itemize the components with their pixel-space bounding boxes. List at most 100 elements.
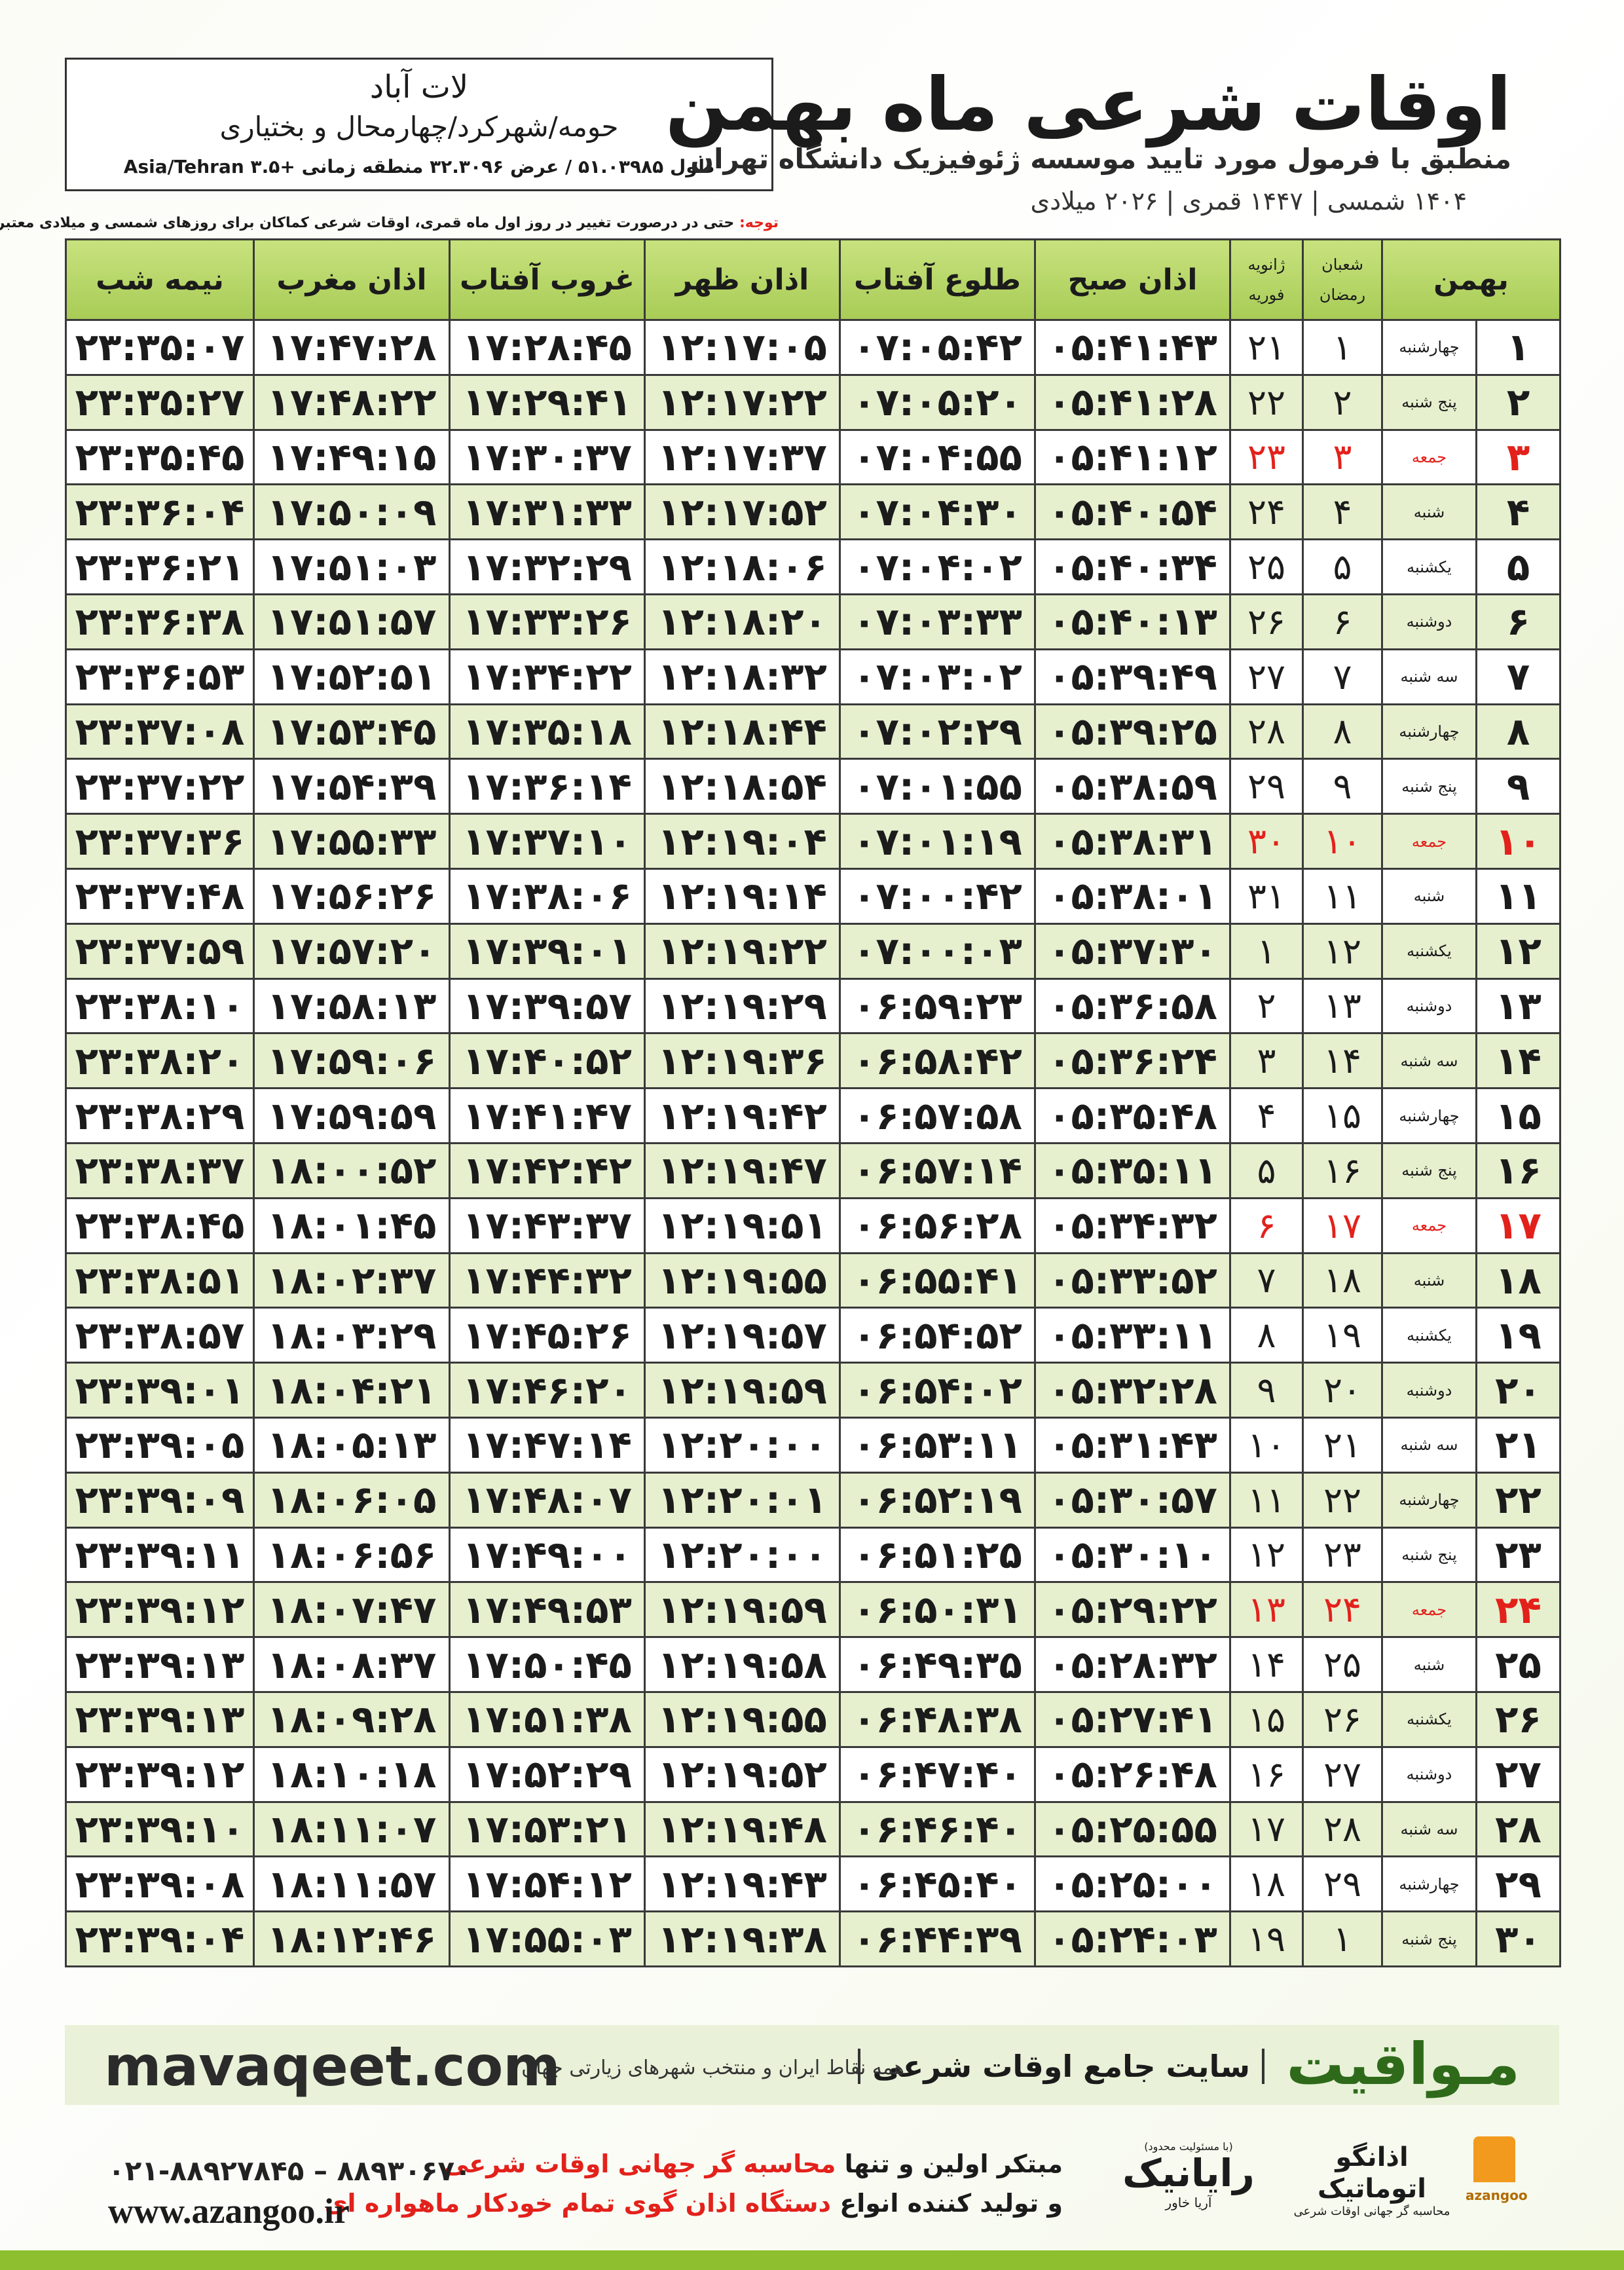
maghrib: ۱۸:۰۵:۱۳ bbox=[253, 1416, 451, 1474]
gregorian-day: ۳۰ bbox=[1229, 813, 1304, 870]
sunset: ۱۷:۴۶:۲۰ bbox=[449, 1362, 646, 1419]
dhuhr: ۱۲:۱۹:۱۴ bbox=[644, 867, 841, 925]
table-row: ۴ شنبه ۴ ۲۴ ۰۵:۴۰:۵۴ ۰۷:۰۴:۳۰ ۱۲:۱۷:۵۲ ۱۷:۳۱:۳۳… bbox=[65, 483, 1562, 541]
table-row: ۲۲ چهارشنبه ۲۲ ۱۱ ۰۵:۳۰:۵۷ ۰۶:۵۲:۱۹ ۱۲:۲۰:۰۱ ۱۷… bbox=[65, 1471, 1562, 1529]
fajr: ۰۵:۴۰:۱۳ bbox=[1034, 593, 1231, 650]
note-text: حتی در درصورت تغییر در روز اول ماه قمری،… bbox=[0, 215, 735, 231]
weekday: شنبه bbox=[1380, 483, 1478, 541]
table-row: ۲۸ سه شنبه ۲۸ ۱۷ ۰۵:۲۵:۵۵ ۰۶:۴۶:۴۰ ۱۲:۱۹:۴۸ ۱۷:… bbox=[65, 1800, 1562, 1858]
column-header: اذان صبح bbox=[1034, 238, 1231, 321]
sunrise: ۰۶:۵۷:۵۸ bbox=[839, 1087, 1036, 1144]
weekday: پنج شنبه bbox=[1380, 1526, 1478, 1584]
phone: ۰۲۱-۸۸۹۲۷۸۴۵ – ۸۸۹۳۰۶۷۰ bbox=[108, 2155, 471, 2187]
gregorian-day: ۹ bbox=[1229, 1362, 1304, 1419]
weekday: یکشنبه bbox=[1380, 922, 1478, 980]
weekday: پنج شنبه bbox=[1380, 1142, 1478, 1199]
logo-azangoo: اذانگو اتوماتیک محاسبه گر جهانی اوقات شر… bbox=[1277, 2142, 1467, 2218]
sunrise: ۰۶:۴۷:۴۰ bbox=[839, 1745, 1036, 1803]
maghrib: ۱۷:۵۱:۰۳ bbox=[253, 538, 451, 595]
table-row: ۲۵ شنبه ۲۵ ۱۴ ۰۵:۲۸:۳۲ ۰۶:۴۹:۳۵ ۱۲:۱۹:۵۸ ۱۷:۵۰:… bbox=[65, 1636, 1562, 1693]
dhuhr: ۱۲:۱۹:۴۷ bbox=[644, 1142, 841, 1199]
table-row: ۱۲ یکشنبه ۱۲ ۱ ۰۵:۳۷:۳۰ ۰۷:۰۰:۰۳ ۱۲:۱۹:۲۲ ۱۷:۳۹… bbox=[65, 922, 1562, 980]
day: ۵ bbox=[1475, 538, 1562, 595]
weekday: دوشنبه bbox=[1380, 1362, 1478, 1419]
midnight: ۲۳:۳۹:۰۴ bbox=[65, 1910, 255, 1967]
weekday: پنج شنبه bbox=[1380, 1910, 1478, 1967]
midnight: ۲۳:۳۹:۰۹ bbox=[65, 1471, 255, 1529]
sunrise: ۰۶:۵۸:۴۲ bbox=[839, 1032, 1036, 1090]
day: ۱۵ bbox=[1475, 1087, 1562, 1144]
sunrise: ۰۶:۵۳:۱۱ bbox=[839, 1416, 1036, 1474]
dhuhr: ۱۲:۱۹:۲۹ bbox=[644, 977, 841, 1035]
fajr: ۰۵:۳۸:۳۱ bbox=[1034, 813, 1231, 870]
location-region: حومه/شهرکرد/چهارمحال و بختیاری bbox=[219, 111, 619, 143]
table-row: ۲ پنج شنبه ۲ ۲۲ ۰۵:۴۱:۲۸ ۰۷:۰۵:۲۰ ۱۲:۱۷:۲۲ ۱۷:۲… bbox=[65, 373, 1562, 431]
midnight: ۲۳:۳۷:۲۲ bbox=[65, 758, 255, 815]
maghrib: ۱۷:۴۷:۲۸ bbox=[253, 319, 451, 376]
table-row: ۲۰ دوشنبه ۲۰ ۹ ۰۵:۳۲:۲۸ ۰۶:۵۴:۰۲ ۱۲:۱۹:۵۹ ۱۷:۴۶… bbox=[65, 1362, 1562, 1419]
sunset: ۱۷:۴۹:۰۰ bbox=[449, 1526, 646, 1584]
bottom-bar bbox=[0, 2250, 1624, 2270]
sunrise: ۰۷:۰۴:۵۵ bbox=[839, 428, 1036, 486]
dhuhr: ۱۲:۱۹:۵۲ bbox=[644, 1745, 841, 1803]
table-row: ۷ سه شنبه ۷ ۲۷ ۰۵:۳۹:۴۹ ۰۷:۰۳:۰۲ ۱۲:۱۸:۳۲ ۱۷:۳۴… bbox=[65, 648, 1562, 705]
maghrib: ۱۸:۰۳:۲۹ bbox=[253, 1307, 451, 1364]
gregorian-day: ۲ bbox=[1229, 977, 1304, 1035]
midnight: ۲۳:۳۶:۵۳ bbox=[65, 648, 255, 705]
midnight: ۲۳:۳۶:۳۸ bbox=[65, 593, 255, 650]
table-body: ۱ چهارشنبه ۱ ۲۱ ۰۵:۴۱:۴۳ ۰۷:۰۵:۴۲ ۱۲:۱۷:۰۵ ۱۷:۲… bbox=[65, 319, 1562, 1967]
fajr: ۰۵:۲۷:۴۱ bbox=[1034, 1690, 1231, 1748]
dhuhr: ۱۲:۱۹:۴۲ bbox=[644, 1087, 841, 1144]
hijri-day: ۱۹ bbox=[1302, 1307, 1383, 1364]
sunset: ۱۷:۳۰:۳۷ bbox=[449, 428, 646, 486]
column-header: ژانویه فوریه bbox=[1229, 238, 1304, 321]
fajr: ۰۵:۳۲:۲۸ bbox=[1034, 1362, 1231, 1419]
dhuhr: ۱۲:۱۹:۴۳ bbox=[644, 1855, 841, 1913]
hijri-day: ۴ bbox=[1302, 483, 1383, 541]
sunset: ۱۷:۴۱:۴۷ bbox=[449, 1087, 646, 1144]
table-row: ۱۳ دوشنبه ۱۳ ۲ ۰۵:۳۶:۵۸ ۰۶:۵۹:۲۳ ۱۲:۱۹:۲۹ ۱۷:۳۹… bbox=[65, 977, 1562, 1035]
day: ۱۷ bbox=[1475, 1197, 1562, 1254]
hijri-day: ۲۴ bbox=[1302, 1581, 1383, 1639]
sunrise: ۰۷:۰۲:۲۹ bbox=[839, 703, 1036, 760]
weekday: سه شنبه bbox=[1380, 1800, 1478, 1858]
logo-rayanik: (با مسئولیت محدود) رایانیک آریا خاور bbox=[1113, 2140, 1264, 2210]
midnight: ۲۳:۳۸:۱۰ bbox=[65, 977, 255, 1035]
dhuhr: ۱۲:۲۰:۰۰ bbox=[644, 1526, 841, 1584]
table-row: ۲۹ چهارشنبه ۲۹ ۱۸ ۰۵:۲۵:۰۰ ۰۶:۴۵:۴۰ ۱۲:۱۹:۴۳ ۱۷… bbox=[65, 1855, 1562, 1913]
sunrise: ۰۶:۵۶:۲۸ bbox=[839, 1197, 1036, 1254]
maghrib: ۱۸:۰۷:۴۷ bbox=[253, 1581, 451, 1639]
maghrib: ۱۸:۰۰:۵۲ bbox=[253, 1142, 451, 1199]
day: ۱۴ bbox=[1475, 1032, 1562, 1090]
day: ۲۲ bbox=[1475, 1471, 1562, 1529]
gregorian-day: ۲۶ bbox=[1229, 593, 1304, 650]
midnight: ۲۳:۳۸:۳۷ bbox=[65, 1142, 255, 1199]
dhuhr: ۱۲:۱۹:۳۶ bbox=[644, 1032, 841, 1090]
sunset: ۱۷:۴۰:۵۲ bbox=[449, 1032, 646, 1090]
maghrib: ۱۸:۰۱:۴۵ bbox=[253, 1197, 451, 1254]
gregorian-day: ۲۸ bbox=[1229, 703, 1304, 760]
logo-latin: azangoo bbox=[1466, 2187, 1528, 2203]
gregorian-day: ۷ bbox=[1229, 1252, 1304, 1309]
midnight: ۲۳:۳۹:۱۳ bbox=[65, 1636, 255, 1693]
note-label: توجه: bbox=[739, 215, 779, 231]
sunrise: ۰۷:۰۰:۴۲ bbox=[839, 867, 1036, 925]
maghrib: ۱۸:۱۰:۱۸ bbox=[253, 1745, 451, 1803]
day: ۱۲ bbox=[1475, 922, 1562, 980]
website: www.azangoo.ir bbox=[108, 2191, 350, 2231]
day: ۲۱ bbox=[1475, 1416, 1562, 1474]
maghrib: ۱۷:۵۶:۲۶ bbox=[253, 867, 451, 925]
hijri-day: ۳ bbox=[1302, 428, 1383, 486]
location-name: لات آباد bbox=[369, 69, 469, 105]
gregorian-day: ۱۹ bbox=[1229, 1910, 1304, 1967]
gregorian-day: ۵ bbox=[1229, 1142, 1304, 1199]
subtag: همه نقاط ایران و منتخب شهرهای زیارتی جها… bbox=[521, 2056, 904, 2079]
table-row: ۱۵ چهارشنبه ۱۵ ۴ ۰۵:۳۵:۴۸ ۰۶:۵۷:۵۸ ۱۲:۱۹:۴۲ ۱۷:… bbox=[65, 1087, 1562, 1144]
hijri-day: ۱ bbox=[1302, 319, 1383, 376]
sunset: ۱۷:۴۲:۴۲ bbox=[449, 1142, 646, 1199]
midnight: ۲۳:۳۹:۱۳ bbox=[65, 1690, 255, 1748]
day: ۱۰ bbox=[1475, 813, 1562, 870]
sunset: ۱۷:۵۳:۲۱ bbox=[449, 1800, 646, 1858]
day: ۴ bbox=[1475, 483, 1562, 541]
gregorian-day: ۱ bbox=[1229, 922, 1304, 980]
